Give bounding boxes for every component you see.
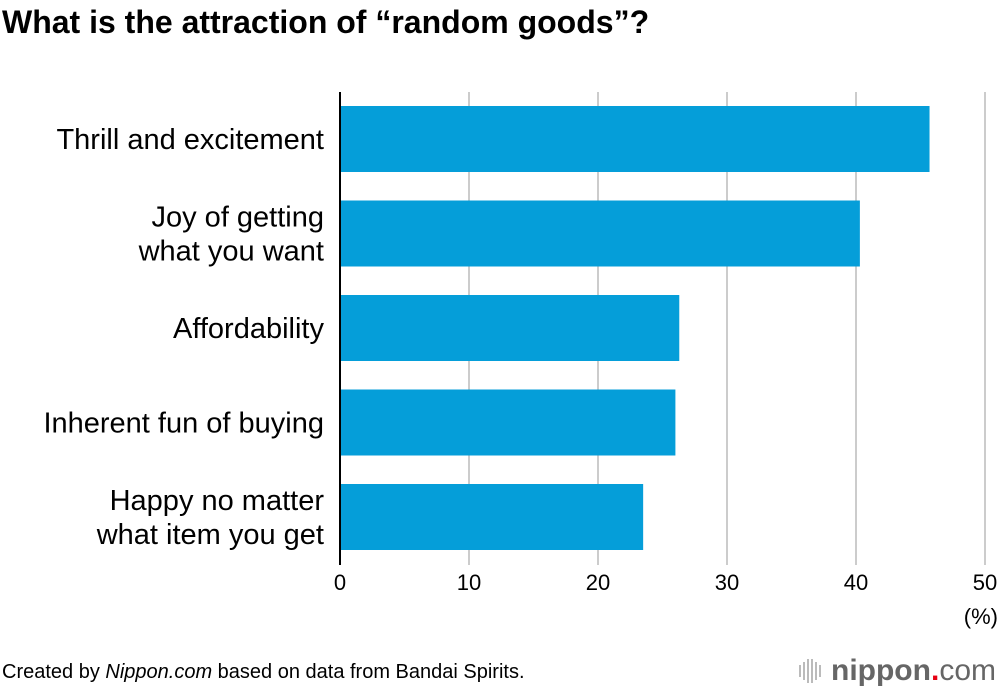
logo-name: nippon: [831, 654, 931, 687]
x-tick-label: 40: [844, 570, 868, 595]
category-label: what you want: [138, 236, 324, 268]
source-site: Nippon.com: [105, 661, 213, 683]
x-tick-label: 30: [715, 570, 739, 595]
category-label: Joy of getting: [152, 202, 325, 234]
x-unit-label: (%): [964, 604, 998, 629]
logo-dot: .: [930, 654, 940, 687]
logo-tld: com: [939, 654, 996, 687]
category-label: what item you get: [96, 519, 324, 551]
category-label: Thrill and excitement: [56, 124, 324, 156]
bar: [340, 106, 930, 172]
bar: [340, 484, 644, 550]
source-suffix: based on data from Bandai Spirits.: [212, 661, 525, 683]
nippon-logo: nippon. com: [799, 654, 996, 688]
bar: [340, 200, 860, 267]
x-tick-label: 20: [586, 570, 610, 595]
x-tick-label: 10: [457, 570, 481, 595]
category-label: Inherent fun of buying: [43, 408, 324, 440]
source-prefix: Created by: [2, 661, 106, 683]
category-label: Affordability: [173, 313, 324, 345]
logo-wave-icon: [799, 659, 821, 683]
x-tick-label: 0: [334, 570, 346, 595]
source-note: Created by Nippon.com based on data from…: [2, 661, 525, 684]
chart-title: What is the attraction of “random goods”…: [2, 4, 650, 40]
x-tick-label: 50: [973, 570, 997, 595]
bar: [340, 295, 680, 361]
category-label: Happy no matter: [110, 485, 325, 517]
bar: [340, 389, 676, 456]
